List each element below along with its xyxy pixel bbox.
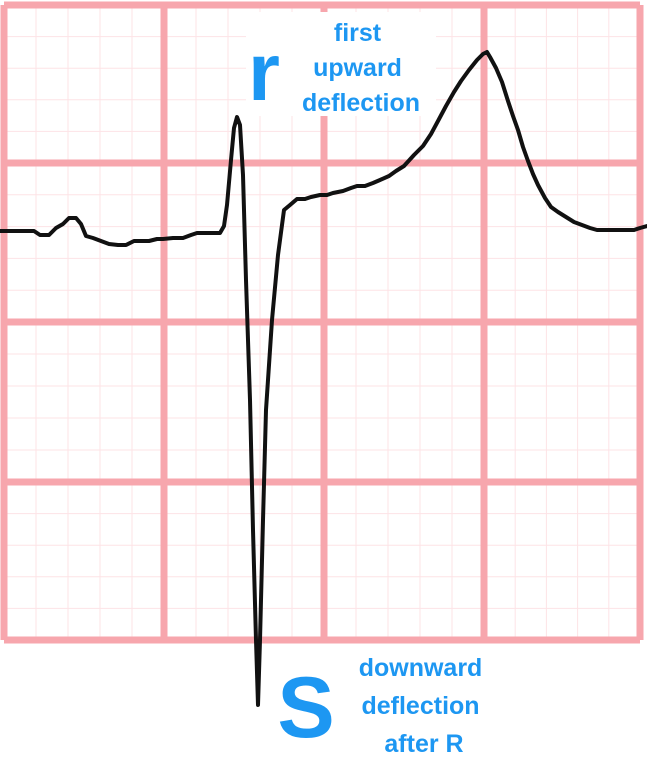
s-wave-description-line-2: deflection	[361, 692, 479, 720]
s-wave-description-line-1: downward	[359, 654, 483, 682]
r-wave-description: first upward deflection	[302, 19, 420, 117]
ecg-grid-major-lines	[0, 1, 644, 644]
s-wave-letter: S	[277, 660, 334, 756]
r-wave-label-background	[246, 12, 436, 116]
ecg-trace	[0, 50, 647, 707]
r-wave-description-line-2: upward	[313, 54, 402, 82]
ecg-grid-paper	[0, 1, 644, 644]
r-wave-letter: r	[248, 27, 280, 118]
s-wave-description: downward deflection after R	[359, 654, 490, 758]
r-wave-description-line-3: deflection	[302, 89, 420, 117]
r-wave-description-line-1: first	[334, 19, 382, 47]
s-wave-description-line-3: after R	[384, 730, 463, 758]
